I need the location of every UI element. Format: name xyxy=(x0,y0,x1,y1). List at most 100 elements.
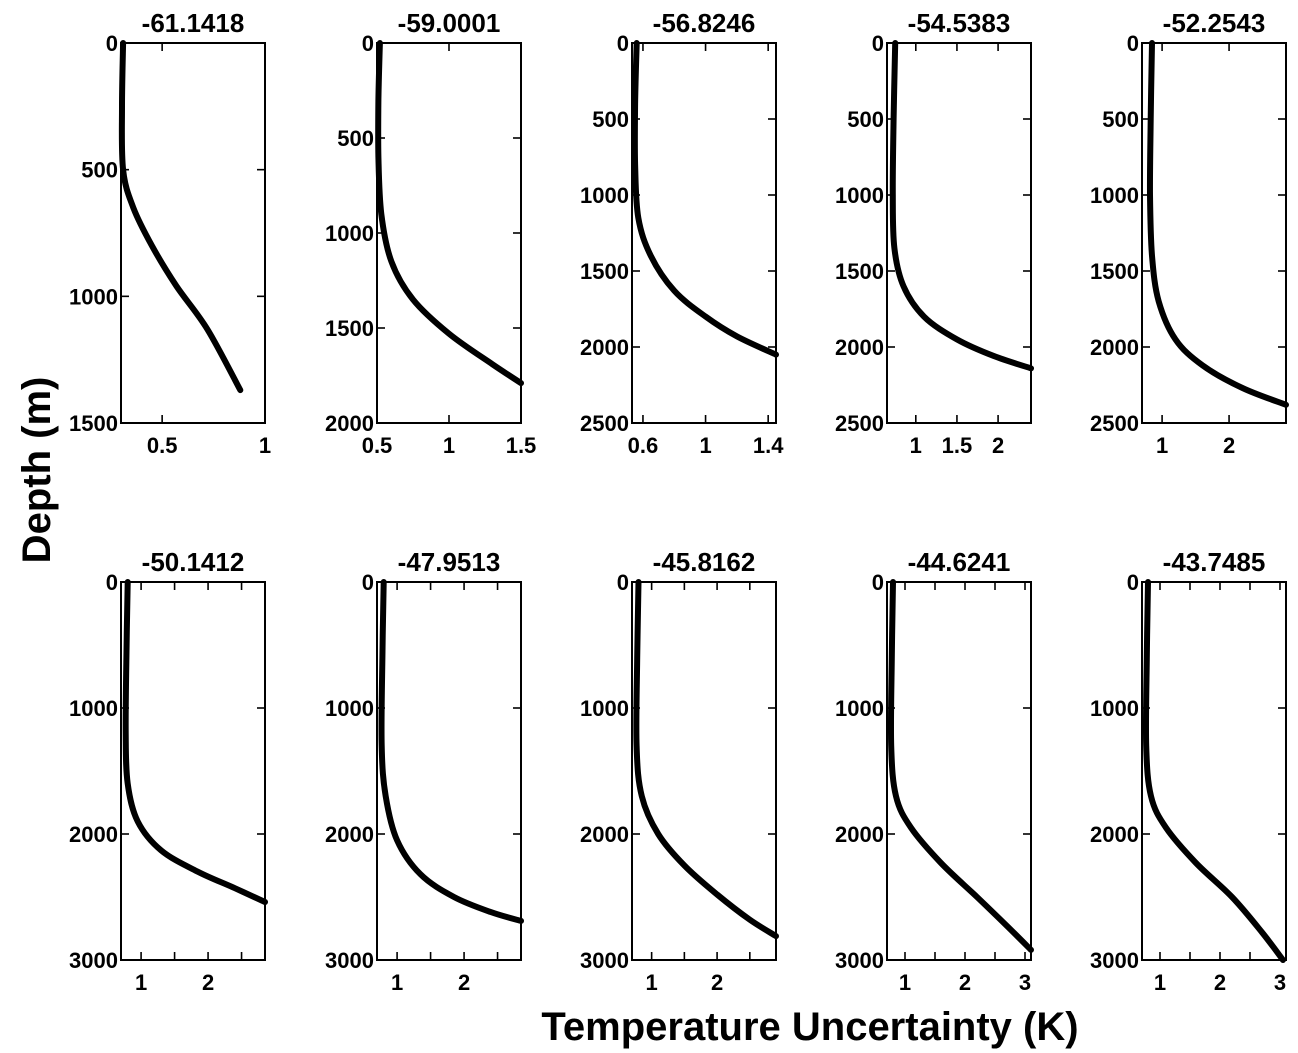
x-tick-label: 0.5 xyxy=(362,433,393,458)
panel-frame xyxy=(886,581,1032,961)
x-tick-label: 1 xyxy=(1154,970,1166,995)
y-tick-label: 1000 xyxy=(325,221,374,246)
panel-6: -50.1412 0 1000 2000 3000 1 2 xyxy=(69,547,268,995)
y-tick-label: 3000 xyxy=(1090,948,1139,973)
x-tick-label: 3 xyxy=(1019,970,1031,995)
x-tick-label: 2 xyxy=(992,433,1004,458)
x-tick-label: 1 xyxy=(910,433,922,458)
y-tick-label: 1000 xyxy=(580,183,629,208)
uncertainty-curve xyxy=(122,579,268,905)
y-tick-label: 0 xyxy=(617,31,629,56)
panel-5: -52.2543 0 500 1000 1500 2000 2500 1 2 xyxy=(1090,8,1289,458)
y-tick-label: 0 xyxy=(872,31,884,56)
y-tick-label: 0 xyxy=(362,31,374,56)
y-tick-label: 2000 xyxy=(1090,335,1139,360)
y-axis-title: Depth (m) xyxy=(15,377,59,564)
y-tick-label: 0 xyxy=(106,570,118,595)
x-tick-label: 1.5 xyxy=(942,433,973,458)
panel-frame xyxy=(1141,581,1287,961)
y-tick-label: 1000 xyxy=(69,284,118,309)
x-tick-label: 1 xyxy=(1156,433,1168,458)
x-tick-label: 3 xyxy=(1274,970,1286,995)
x-tick-label: 2 xyxy=(1214,970,1226,995)
uncertainty-curve xyxy=(1146,40,1289,408)
y-tick-label: 1000 xyxy=(1090,183,1139,208)
uncertainty-curve xyxy=(118,40,244,394)
y-tick-label: 3000 xyxy=(325,948,374,973)
x-tick-label: 0.5 xyxy=(147,433,178,458)
panel-frame xyxy=(120,42,266,424)
y-tick-label: 1500 xyxy=(835,259,884,284)
x-tick-label: 0.6 xyxy=(628,433,659,458)
y-tick-label: 0 xyxy=(1127,31,1139,56)
panel-frame xyxy=(376,581,522,961)
y-tick-label: 500 xyxy=(847,107,884,132)
y-tick-label: 2000 xyxy=(580,335,629,360)
y-tick-label: 1000 xyxy=(325,696,374,721)
panel-10: -43.7485 0 1000 2000 3000 1 2 3 xyxy=(1090,547,1287,995)
y-tick-label: 1500 xyxy=(69,411,118,436)
y-tick-label: 1000 xyxy=(835,183,884,208)
x-tick-label: 1 xyxy=(135,970,147,995)
y-tick-label: 1000 xyxy=(1090,696,1139,721)
x-tick-label: 2 xyxy=(202,970,214,995)
y-tick-label: 1500 xyxy=(1090,259,1139,284)
x-tick-label: 2 xyxy=(1223,433,1235,458)
uncertainty-curve xyxy=(1142,579,1286,963)
y-tick-label: 1000 xyxy=(69,696,118,721)
x-tick-label: 2 xyxy=(711,970,723,995)
y-tick-label: 2500 xyxy=(1090,411,1139,436)
panel-title: -44.6241 xyxy=(908,547,1011,577)
panel-title: -56.8246 xyxy=(653,8,756,38)
x-tick-label: 1 xyxy=(899,970,911,995)
x-tick-label: 2 xyxy=(959,970,971,995)
y-tick-label: 0 xyxy=(872,570,884,595)
uncertainty-curve xyxy=(887,579,1034,953)
y-tick-label: 2500 xyxy=(835,411,884,436)
x-tick-label: 1 xyxy=(646,970,658,995)
panel-9: -44.6241 0 1000 2000 3000 1 2 3 xyxy=(835,547,1034,995)
y-tick-label: 2000 xyxy=(325,411,374,436)
x-tick-label: 1.4 xyxy=(753,433,784,458)
x-tick-label: 1 xyxy=(259,433,271,458)
panel-title: -59.0001 xyxy=(398,8,501,38)
y-tick-label: 0 xyxy=(362,570,374,595)
panel-frame xyxy=(631,581,777,961)
y-tick-label: 2000 xyxy=(835,335,884,360)
y-tick-label: 1500 xyxy=(325,316,374,341)
y-tick-label: 2000 xyxy=(1090,822,1139,847)
y-tick-label: 2000 xyxy=(325,822,374,847)
panel-7: -47.9513 0 1000 2000 3000 1 2 xyxy=(325,547,524,995)
panel-frame xyxy=(1141,42,1287,424)
y-tick-label: 2000 xyxy=(580,822,629,847)
y-tick-label: 0 xyxy=(106,31,118,56)
y-tick-label: 2000 xyxy=(69,822,118,847)
y-tick-label: 0 xyxy=(617,570,629,595)
y-tick-label: 500 xyxy=(81,158,118,183)
panel-title: -45.8162 xyxy=(653,547,756,577)
y-tick-label: 500 xyxy=(1102,107,1139,132)
x-tick-label: 2 xyxy=(458,970,470,995)
panel-title: -50.1412 xyxy=(142,547,245,577)
uncertainty-curve xyxy=(889,40,1034,372)
panel-frame xyxy=(631,42,777,424)
y-tick-label: 2000 xyxy=(835,822,884,847)
panel-title: -52.2543 xyxy=(1163,8,1266,38)
panel-frame xyxy=(886,42,1032,424)
uncertainty-curve xyxy=(631,40,779,358)
y-tick-label: 0 xyxy=(1127,570,1139,595)
panel-1: -61.1418 0 500 1000 1500 0.5 1 xyxy=(69,8,271,458)
x-tick-label: 1 xyxy=(391,970,403,995)
y-tick-label: 500 xyxy=(592,107,629,132)
panel-title: -54.5383 xyxy=(908,8,1011,38)
y-tick-label: 1000 xyxy=(835,696,884,721)
y-tick-label: 3000 xyxy=(580,948,629,973)
y-tick-label: 500 xyxy=(337,126,374,151)
y-tick-label: 2500 xyxy=(580,411,629,436)
x-tick-label: 1 xyxy=(443,433,455,458)
y-tick-label: 3000 xyxy=(835,948,884,973)
x-axis-title: Temperature Uncertainty (K) xyxy=(541,1005,1078,1049)
